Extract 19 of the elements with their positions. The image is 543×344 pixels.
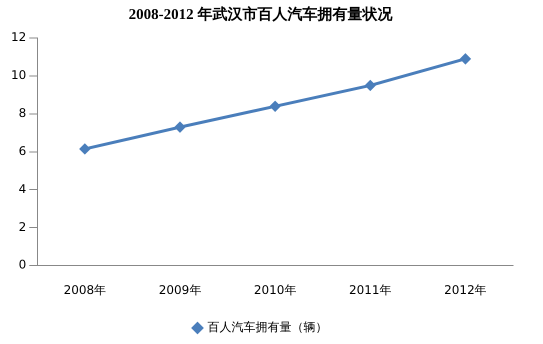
- y-tick-label: 2: [18, 220, 26, 234]
- y-tick-label: 6: [18, 144, 26, 158]
- y-tick-label: 10: [10, 68, 26, 82]
- x-tick-label: 2009年: [158, 282, 202, 297]
- y-tick-label: 8: [18, 106, 26, 120]
- x-tick-label: 2008年: [64, 282, 106, 297]
- point: [460, 53, 471, 64]
- chart-title: 2008-2012 年武汉市百人汽车拥有量状况: [128, 4, 394, 23]
- point: [364, 80, 376, 91]
- x-tick-label: 2011年: [349, 282, 392, 297]
- y-tick-label: 0: [18, 258, 26, 272]
- point: [270, 100, 281, 112]
- x-tick-label: 2012年: [444, 282, 487, 297]
- y-tick-label: 4: [18, 182, 26, 196]
- x-tick-label: 2010年: [254, 282, 296, 297]
- point: [174, 122, 186, 133]
- point: [79, 143, 90, 154]
- y-tick-label: 12: [10, 30, 26, 44]
- legend-label: 百人汽车拥有量（辆）: [208, 320, 328, 334]
